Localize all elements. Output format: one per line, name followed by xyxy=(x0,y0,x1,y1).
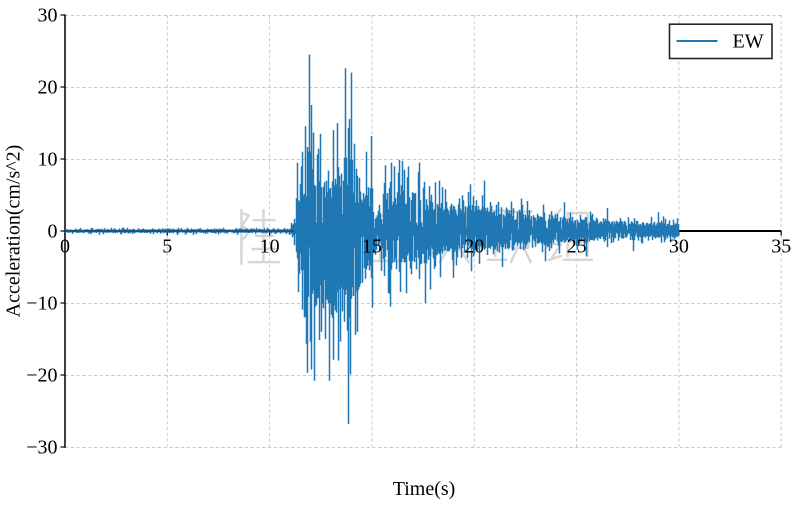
svg-text:−30: −30 xyxy=(26,437,57,459)
svg-text:Acceleration(cm/s^2): Acceleration(cm/s^2) xyxy=(3,145,25,318)
svg-text:10: 10 xyxy=(38,149,58,171)
svg-text:0: 0 xyxy=(48,221,58,243)
svg-text:20: 20 xyxy=(464,236,484,258)
svg-text:15: 15 xyxy=(362,236,382,258)
svg-text:0: 0 xyxy=(60,236,70,258)
svg-text:25: 25 xyxy=(567,236,587,258)
svg-text:35: 35 xyxy=(771,236,791,258)
svg-text:20: 20 xyxy=(38,77,58,99)
svg-text:Time(s): Time(s) xyxy=(393,478,456,500)
svg-text:EW: EW xyxy=(733,31,764,53)
svg-text:−20: −20 xyxy=(26,365,57,387)
svg-text:30: 30 xyxy=(38,5,58,27)
svg-text:−10: −10 xyxy=(26,293,57,315)
svg-text:5: 5 xyxy=(162,236,172,258)
svg-text:30: 30 xyxy=(669,236,689,258)
svg-text:10: 10 xyxy=(260,236,280,258)
